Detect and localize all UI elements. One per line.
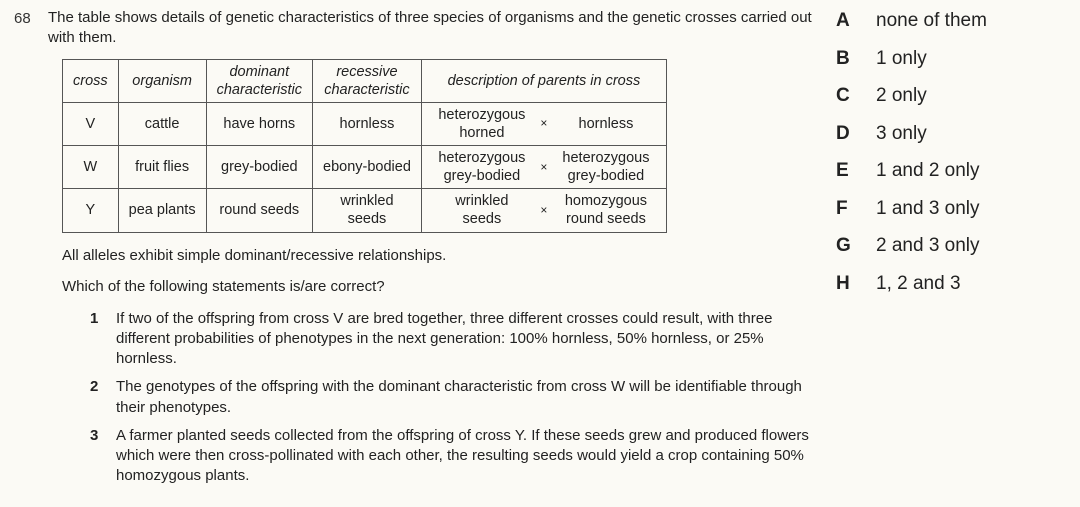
option-d[interactable]: D 3 only xyxy=(836,123,1066,145)
col-cross: cross xyxy=(63,59,119,102)
statement-text: If two of the offspring from cross V are… xyxy=(116,309,816,370)
option-letter: D xyxy=(836,123,876,145)
option-letter: C xyxy=(836,85,876,107)
parent2: heterozygousgrey-bodied xyxy=(556,149,656,185)
question-number: 68 xyxy=(14,8,48,499)
allele-note: All alleles exhibit simple dominant/rece… xyxy=(62,247,816,264)
option-text: 1 and 3 only xyxy=(876,198,980,220)
statement: 3 A farmer planted seeds collected from … xyxy=(90,426,816,487)
option-g[interactable]: G 2 and 3 only xyxy=(836,235,1066,257)
cell-cross: V xyxy=(63,102,119,145)
parent2: hornless xyxy=(556,115,656,133)
cell-dominant: have horns xyxy=(206,102,312,145)
option-letter: E xyxy=(836,160,876,182)
cross-symbol: × xyxy=(536,203,552,218)
cell-dominant: round seeds xyxy=(206,189,312,232)
table-row: W fruit flies grey-bodied ebony-bodied h… xyxy=(63,146,667,189)
statement-number: 3 xyxy=(90,426,116,487)
option-h[interactable]: H 1, 2 and 3 xyxy=(836,273,1066,295)
col-recessive: recessivecharacteristic xyxy=(313,59,422,102)
cell-dominant: grey-bodied xyxy=(206,146,312,189)
cell-recessive: hornless xyxy=(313,102,422,145)
col-organism: organism xyxy=(118,59,206,102)
cross-symbol: × xyxy=(536,116,552,131)
option-text: 1 and 2 only xyxy=(876,160,980,182)
question-page: 68 The table shows details of genetic ch… xyxy=(0,0,1080,507)
statement-text: The genotypes of the offspring with the … xyxy=(116,377,816,418)
option-text: none of them xyxy=(876,10,987,32)
option-b[interactable]: B 1 only xyxy=(836,48,1066,70)
option-letter: B xyxy=(836,48,876,70)
option-letter: H xyxy=(836,273,876,295)
answer-options: A none of them B 1 only C 2 only D 3 onl… xyxy=(836,8,1066,499)
table-row: V cattle have horns hornless heterozygou… xyxy=(63,102,667,145)
cell-description: wrinkledseeds × homozygousround seeds xyxy=(421,189,666,232)
cross-symbol: × xyxy=(536,160,552,175)
cell-organism: fruit flies xyxy=(118,146,206,189)
option-c[interactable]: C 2 only xyxy=(836,85,1066,107)
parent2: homozygousround seeds xyxy=(556,192,656,228)
question-ask: Which of the following statements is/are… xyxy=(62,278,816,295)
option-text: 3 only xyxy=(876,123,927,145)
cell-recessive: wrinkledseeds xyxy=(313,189,422,232)
table-row: Y pea plants round seeds wrinkledseeds w… xyxy=(63,189,667,232)
cell-cross: Y xyxy=(63,189,119,232)
cell-organism: pea plants xyxy=(118,189,206,232)
statement-number: 1 xyxy=(90,309,116,370)
cell-organism: cattle xyxy=(118,102,206,145)
option-text: 2 and 3 only xyxy=(876,235,980,257)
option-e[interactable]: E 1 and 2 only xyxy=(836,160,1066,182)
col-dominant: dominantcharacteristic xyxy=(206,59,312,102)
option-text: 2 only xyxy=(876,85,927,107)
genetics-table: cross organism dominantcharacteristic re… xyxy=(62,59,667,233)
cell-description: heterozygousgrey-bodied × heterozygousgr… xyxy=(421,146,666,189)
option-a[interactable]: A none of them xyxy=(836,10,1066,32)
option-text: 1 only xyxy=(876,48,927,70)
statements-list: 1 If two of the offspring from cross V a… xyxy=(90,309,816,487)
option-letter: A xyxy=(836,10,876,32)
question-intro: The table shows details of genetic chara… xyxy=(48,8,816,49)
table-header-row: cross organism dominantcharacteristic re… xyxy=(63,59,667,102)
option-f[interactable]: F 1 and 3 only xyxy=(836,198,1066,220)
question-body: The table shows details of genetic chara… xyxy=(48,8,836,499)
statement: 2 The genotypes of the offspring with th… xyxy=(90,377,816,418)
statement-text: A farmer planted seeds collected from th… xyxy=(116,426,816,487)
parent1: heterozygoushorned xyxy=(432,106,532,142)
col-description: description of parents in cross xyxy=(421,59,666,102)
statement: 1 If two of the offspring from cross V a… xyxy=(90,309,816,370)
cell-cross: W xyxy=(63,146,119,189)
option-text: 1, 2 and 3 xyxy=(876,273,961,295)
option-letter: F xyxy=(836,198,876,220)
statement-number: 2 xyxy=(90,377,116,418)
cell-recessive: ebony-bodied xyxy=(313,146,422,189)
option-letter: G xyxy=(836,235,876,257)
parent1: wrinkledseeds xyxy=(432,192,532,228)
parent1: heterozygousgrey-bodied xyxy=(432,149,532,185)
cell-description: heterozygoushorned × hornless xyxy=(421,102,666,145)
